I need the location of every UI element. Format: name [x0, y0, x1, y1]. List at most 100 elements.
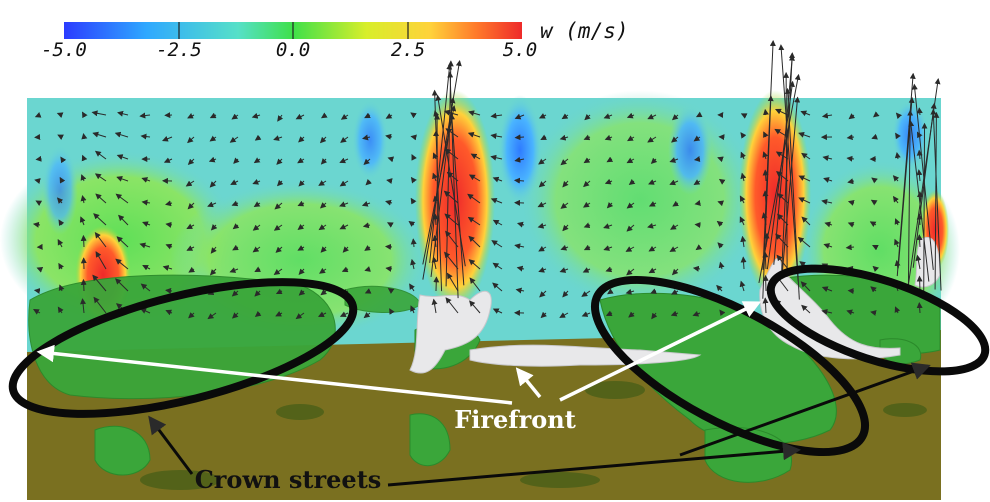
velocity-vector — [320, 158, 328, 165]
velocity-vector — [872, 111, 880, 118]
velocity-vector — [385, 265, 393, 272]
velocity-vector — [605, 310, 613, 317]
velocity-vector — [162, 135, 173, 142]
velocity-vector — [671, 268, 679, 276]
tree-canopy — [28, 274, 941, 483]
velocity-vector — [186, 245, 195, 251]
velocity-vector — [432, 152, 439, 160]
velocity-vector — [492, 308, 503, 314]
velocity-vector — [340, 113, 349, 120]
velocity-vector — [894, 218, 901, 226]
velocity-vector — [443, 190, 459, 204]
velocity-vector — [208, 156, 217, 163]
velocity-vector — [762, 169, 769, 182]
velocity-vector — [389, 308, 395, 315]
velocity-vector — [626, 112, 635, 119]
velocity-vector — [231, 312, 239, 319]
velocity-vector — [797, 236, 811, 248]
velocity-vector — [253, 201, 261, 208]
firefront-arrow — [515, 367, 542, 399]
velocity-vector — [669, 179, 679, 186]
velocity-vector — [469, 300, 481, 314]
velocity-vector — [254, 134, 262, 141]
velocity-vector — [562, 290, 569, 298]
velocity-vector — [915, 254, 922, 270]
velocity-vector — [410, 197, 417, 205]
velocity-vector — [339, 223, 349, 230]
velocity-vector — [116, 236, 129, 248]
velocity-vector — [276, 158, 283, 165]
velocity-vector — [821, 112, 833, 119]
velocity-vector — [59, 176, 66, 184]
velocity-vector — [298, 136, 305, 143]
velocity-vector — [273, 268, 283, 275]
velocity-vector — [607, 288, 614, 295]
velocity-vector — [165, 287, 173, 294]
velocity-vector — [209, 180, 217, 188]
velocity-vector — [363, 312, 371, 319]
velocity-vector — [297, 223, 305, 230]
velocity-vector — [320, 246, 327, 253]
velocity-vector — [801, 216, 811, 226]
velocity-vector — [468, 235, 481, 248]
velocity-vector — [740, 172, 747, 182]
canopy-shadow — [140, 381, 927, 490]
velocity-vector — [583, 244, 591, 251]
velocity-vector — [140, 283, 151, 292]
velocity-vector — [916, 302, 923, 314]
velocity-vector — [692, 310, 701, 317]
velocity-vector — [275, 246, 283, 253]
velocity-vector — [80, 298, 87, 314]
velocity-vector — [670, 289, 679, 295]
velocity-vector — [410, 305, 416, 314]
velocity-vector — [95, 251, 107, 270]
velocity-vector — [740, 132, 747, 139]
velocity-vector — [58, 219, 65, 227]
velocity-vector — [783, 71, 790, 277]
velocity-vector — [252, 224, 261, 231]
velocity-vector — [648, 267, 657, 274]
velocity-vector — [34, 112, 42, 118]
velocity-vector — [142, 221, 151, 227]
velocity-vector — [626, 202, 635, 209]
velocity-vector — [846, 134, 855, 141]
velocity-vector — [603, 223, 613, 229]
velocity-vector — [232, 244, 239, 251]
velocity-vector — [94, 150, 107, 160]
velocity-vector — [651, 312, 658, 320]
velocity-vector — [58, 262, 64, 270]
velocity-vector — [848, 113, 856, 120]
velocity-vector — [387, 156, 395, 163]
canopy-cluster — [409, 413, 451, 467]
velocity-vector — [252, 179, 261, 185]
velocity-vector — [92, 131, 107, 138]
velocity-vector — [670, 224, 679, 230]
velocity-vector — [672, 200, 679, 207]
velocity-vector — [33, 288, 41, 294]
velocity-vector — [559, 267, 569, 273]
velocity-vector — [445, 60, 454, 287]
velocity-vector — [626, 224, 635, 232]
velocity-vector — [432, 172, 438, 182]
velocity-vector — [384, 243, 393, 250]
velocity-vector — [514, 156, 525, 163]
velocity-vector — [385, 199, 393, 206]
velocity-vector — [142, 265, 151, 271]
velocity-vector — [762, 251, 769, 270]
velocity-vector — [230, 179, 239, 185]
crown-street-ellipse — [8, 278, 358, 418]
velocity-vector — [671, 136, 679, 143]
velocity-vector — [490, 154, 503, 161]
velocity-vector — [583, 180, 591, 188]
velocity-vector — [298, 289, 306, 296]
downdraft-zone — [668, 105, 712, 195]
colorbar-tick-label: -2.5 — [156, 39, 202, 61]
downdraft-zone — [498, 95, 542, 205]
velocity-vector — [560, 202, 569, 209]
velocity-vector — [538, 180, 547, 188]
canopy-cluster — [28, 274, 336, 400]
velocity-vector — [762, 297, 769, 314]
velocity-vector — [80, 278, 87, 292]
velocity-vector — [647, 136, 657, 143]
velocity-vector — [912, 102, 937, 268]
